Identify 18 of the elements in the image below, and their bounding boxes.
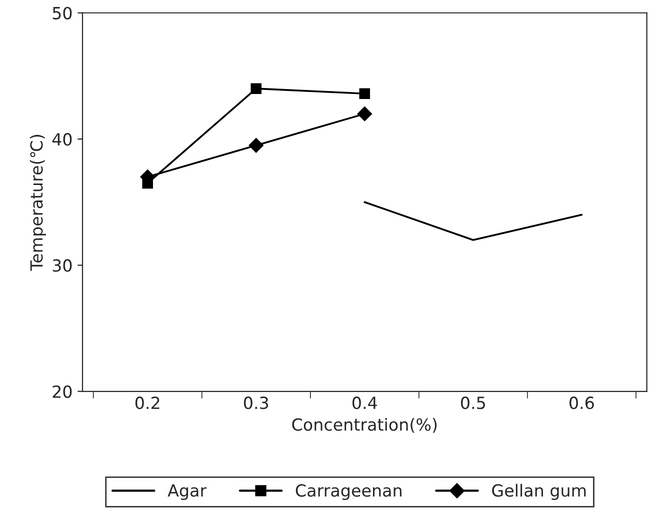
point (359, 88, 370, 100)
legend-label: Gellan gum (492, 484, 586, 500)
x-tick-label: 0.6 (570, 396, 594, 410)
x-tick-label: 0.2 (135, 396, 160, 410)
x-tick-label: 0.3 (244, 396, 268, 410)
point (250, 83, 262, 94)
y-tick-label: 50 (52, 6, 72, 20)
legend-label: Carrageenan (296, 484, 402, 500)
y-axis-title: Temperature(℃) (30, 134, 46, 271)
x-axis-title: Concentration(%) (292, 418, 437, 433)
x-tick-label: 0.4 (352, 396, 377, 410)
y-tick-label: 20 (52, 385, 72, 398)
point (248, 138, 264, 153)
x-tick-label: 0.5 (461, 396, 485, 410)
y-tick-label: 30 (52, 259, 72, 272)
point (357, 106, 372, 122)
legend-label: Agar (168, 484, 207, 500)
y-tick-label: 40 (52, 133, 72, 146)
